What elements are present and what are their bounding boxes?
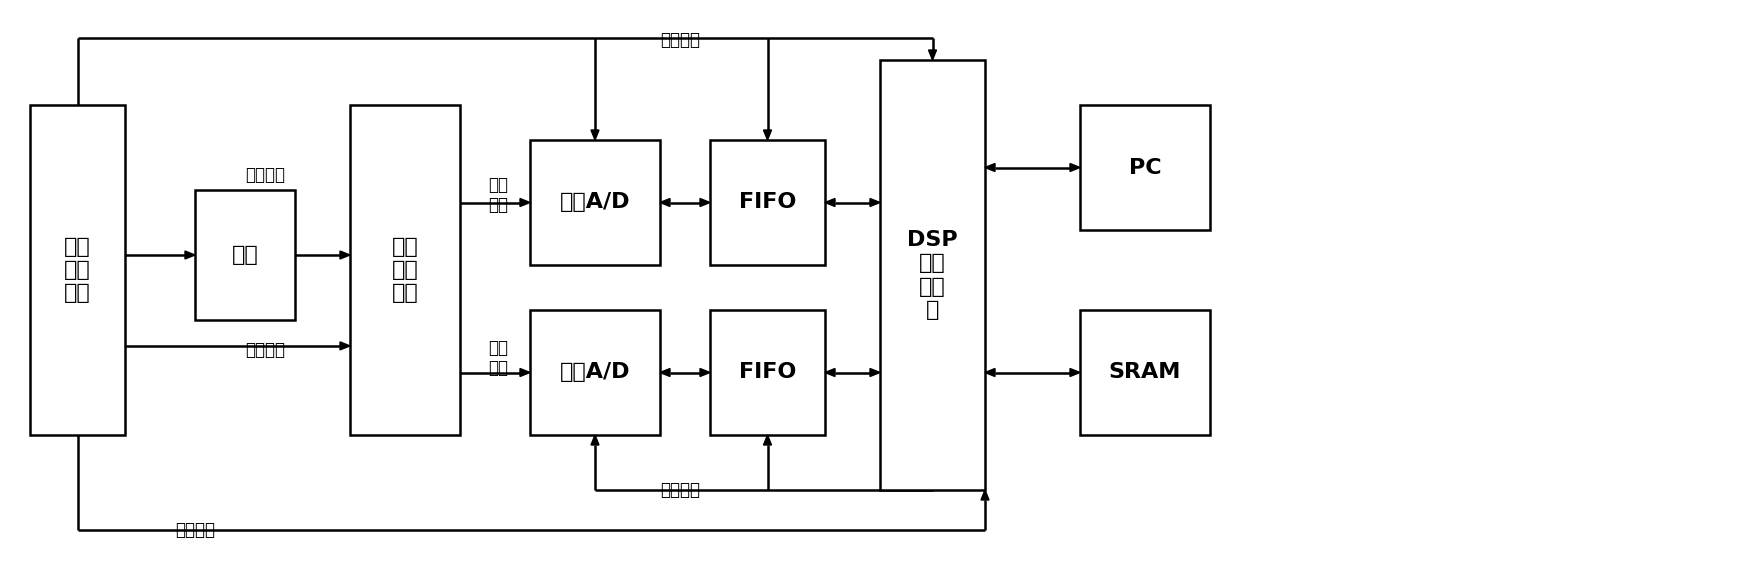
Polygon shape xyxy=(519,368,530,376)
Bar xyxy=(30,105,125,435)
Polygon shape xyxy=(870,198,881,206)
Polygon shape xyxy=(986,368,995,376)
Polygon shape xyxy=(763,130,772,140)
Text: SRAM: SRAM xyxy=(1109,363,1180,383)
Polygon shape xyxy=(591,130,600,140)
Bar xyxy=(710,140,824,265)
Text: FIFO: FIFO xyxy=(738,363,796,383)
Bar xyxy=(530,140,660,265)
Bar xyxy=(530,310,660,435)
Polygon shape xyxy=(340,251,351,259)
Text: 相位
电压: 相位 电压 xyxy=(488,338,509,377)
Text: DSP
及外
围电
路: DSP 及外 围电 路 xyxy=(907,230,958,320)
Text: 频率测量: 频率测量 xyxy=(175,521,216,539)
Polygon shape xyxy=(1070,368,1080,376)
Text: FIFO: FIFO xyxy=(738,193,796,212)
Polygon shape xyxy=(340,342,351,350)
Text: 输入信号: 输入信号 xyxy=(246,166,284,184)
Polygon shape xyxy=(700,198,710,206)
Text: 幅值
电压: 幅值 电压 xyxy=(488,176,509,214)
Text: 高速A/D: 高速A/D xyxy=(560,363,630,383)
Polygon shape xyxy=(763,435,772,445)
Polygon shape xyxy=(591,435,600,445)
Polygon shape xyxy=(660,198,670,206)
Text: 采样控制: 采样控制 xyxy=(660,31,700,49)
Polygon shape xyxy=(1070,163,1080,172)
Polygon shape xyxy=(184,251,195,259)
Polygon shape xyxy=(660,368,670,376)
Text: 夹具: 夹具 xyxy=(232,245,258,265)
Text: 参比信号: 参比信号 xyxy=(246,341,284,359)
Bar xyxy=(1080,105,1210,230)
Text: 高速A/D: 高速A/D xyxy=(560,193,630,212)
Text: 信号
发生
单元: 信号 发生 单元 xyxy=(65,237,91,303)
Bar xyxy=(1080,310,1210,435)
Text: 采样控制: 采样控制 xyxy=(660,481,700,499)
Polygon shape xyxy=(980,490,989,500)
Bar xyxy=(881,60,986,490)
Polygon shape xyxy=(870,368,881,376)
Text: PC: PC xyxy=(1128,158,1161,177)
Polygon shape xyxy=(700,368,710,376)
Bar xyxy=(351,105,460,435)
Polygon shape xyxy=(824,198,835,206)
Polygon shape xyxy=(928,50,937,60)
Polygon shape xyxy=(824,368,835,376)
Text: 信号
检测
模块: 信号 检测 模块 xyxy=(391,237,419,303)
Polygon shape xyxy=(519,198,530,206)
Bar xyxy=(710,310,824,435)
Polygon shape xyxy=(986,163,995,172)
Bar xyxy=(195,190,295,320)
